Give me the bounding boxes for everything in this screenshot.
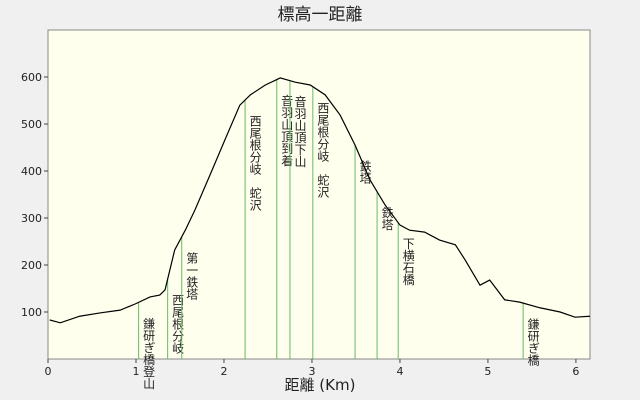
waypoint-label: 音羽山頂下山 xyxy=(293,94,307,167)
waypoint-label: 鉄塔 xyxy=(380,205,394,231)
waypoint-label: 西尾根分岐 蛇沢 xyxy=(316,102,330,199)
y-tick-label: 600 xyxy=(21,71,42,84)
y-tick-label: 500 xyxy=(21,118,42,131)
x-tick-label: 0 xyxy=(45,365,52,378)
waypoint-label: 西尾根分岐 蛇沢 xyxy=(248,115,262,212)
elevation-line xyxy=(49,77,591,324)
x-tick-label: 6 xyxy=(572,365,579,378)
x-tick-label: 4 xyxy=(396,365,403,378)
waypoint-label: 鉄塔 xyxy=(358,159,372,185)
y-tick-label: 100 xyxy=(21,306,42,319)
y-tick-label: 200 xyxy=(21,259,42,272)
waypoint-label: 鎌研ぎ橋 xyxy=(526,317,540,367)
y-tick-label: 400 xyxy=(21,165,42,178)
y-tick-label: 300 xyxy=(21,212,42,225)
waypoint-label: 音羽山頂到着 xyxy=(280,93,294,167)
waypoint-label: 西尾根分岐 xyxy=(171,294,185,354)
chart-title: 標高一距離 xyxy=(278,5,363,25)
x-tick-label: 2 xyxy=(220,365,227,378)
x-axis-label: 距離 (Km) xyxy=(285,376,356,394)
waypoint-label: 下横石橋 xyxy=(401,238,415,287)
waypoint-label: 鎌研ぎ橋登山 xyxy=(142,316,156,389)
x-tick-label: 3 xyxy=(308,365,315,378)
x-tick-label: 1 xyxy=(132,365,139,378)
waypoint-label: 第一鉄塔 xyxy=(185,251,199,300)
x-tick-label: 5 xyxy=(484,365,491,378)
